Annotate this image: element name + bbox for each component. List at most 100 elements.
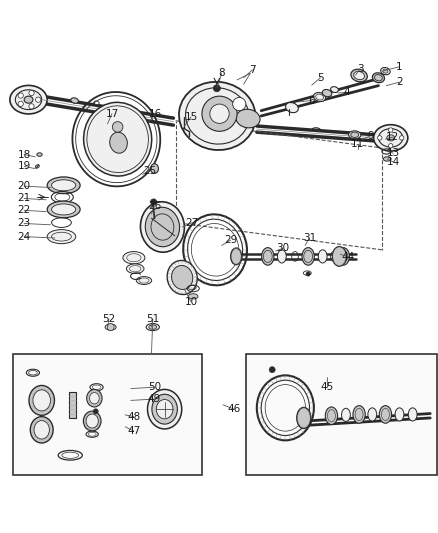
Ellipse shape (301, 248, 314, 265)
Text: 45: 45 (320, 382, 333, 392)
Ellipse shape (341, 408, 350, 422)
Text: 51: 51 (146, 314, 159, 324)
Ellipse shape (371, 73, 384, 83)
Text: 5: 5 (316, 72, 323, 83)
Ellipse shape (261, 248, 273, 265)
Ellipse shape (33, 390, 50, 411)
Text: 22: 22 (18, 205, 31, 215)
Circle shape (35, 97, 41, 102)
Ellipse shape (156, 400, 173, 419)
Ellipse shape (150, 164, 158, 173)
Text: 44: 44 (341, 252, 354, 262)
Ellipse shape (378, 406, 391, 423)
Text: 25: 25 (143, 166, 156, 176)
Ellipse shape (277, 250, 286, 263)
Circle shape (232, 98, 245, 111)
Ellipse shape (126, 264, 144, 273)
Circle shape (377, 136, 381, 140)
Ellipse shape (336, 248, 349, 265)
Ellipse shape (83, 411, 101, 431)
Ellipse shape (136, 277, 152, 285)
Ellipse shape (378, 128, 402, 147)
Text: 19: 19 (18, 161, 31, 172)
Ellipse shape (313, 93, 325, 102)
Circle shape (213, 85, 220, 92)
Ellipse shape (318, 250, 326, 263)
Bar (69, 392, 76, 418)
Circle shape (268, 367, 275, 373)
Circle shape (388, 128, 392, 132)
Text: 8: 8 (218, 68, 225, 78)
Ellipse shape (325, 407, 337, 425)
Text: 11: 11 (350, 140, 364, 149)
Ellipse shape (332, 247, 346, 266)
Text: 29: 29 (223, 235, 237, 245)
Ellipse shape (15, 90, 42, 110)
Ellipse shape (86, 414, 98, 428)
Text: 48: 48 (127, 411, 140, 422)
Ellipse shape (350, 69, 367, 82)
Ellipse shape (94, 101, 99, 104)
Ellipse shape (367, 408, 376, 421)
Ellipse shape (110, 132, 127, 153)
Ellipse shape (10, 85, 47, 114)
Text: 50: 50 (148, 382, 161, 392)
Ellipse shape (148, 325, 156, 329)
Circle shape (107, 324, 114, 330)
Text: 1: 1 (395, 62, 402, 72)
Circle shape (112, 122, 123, 132)
Ellipse shape (296, 407, 310, 429)
Ellipse shape (87, 106, 148, 173)
Text: 9: 9 (367, 131, 374, 141)
Ellipse shape (87, 390, 102, 407)
Ellipse shape (37, 153, 42, 156)
Ellipse shape (386, 135, 394, 141)
Ellipse shape (30, 417, 53, 443)
Text: 24: 24 (18, 232, 31, 241)
Circle shape (93, 409, 98, 414)
Ellipse shape (382, 157, 390, 161)
Text: 17: 17 (105, 109, 118, 119)
Ellipse shape (321, 90, 331, 96)
Text: 16: 16 (149, 109, 162, 119)
Bar (245, 354, 436, 475)
Ellipse shape (236, 109, 259, 128)
Ellipse shape (147, 390, 181, 429)
Ellipse shape (348, 131, 360, 139)
Text: 15: 15 (184, 112, 197, 122)
Text: 6: 6 (307, 95, 314, 106)
Ellipse shape (145, 207, 179, 247)
Circle shape (150, 199, 156, 205)
Text: 12: 12 (385, 132, 399, 142)
Text: 2: 2 (395, 77, 402, 87)
Circle shape (209, 104, 229, 123)
Ellipse shape (179, 82, 255, 150)
Ellipse shape (373, 125, 407, 151)
Text: 46: 46 (227, 404, 240, 414)
Ellipse shape (83, 102, 152, 176)
Text: 14: 14 (386, 157, 399, 167)
Ellipse shape (47, 201, 80, 218)
Ellipse shape (35, 165, 39, 168)
Ellipse shape (167, 261, 197, 295)
Text: 3: 3 (356, 64, 363, 74)
Ellipse shape (382, 69, 387, 73)
Ellipse shape (185, 88, 248, 144)
Ellipse shape (52, 180, 76, 191)
Ellipse shape (47, 230, 76, 244)
Text: 21: 21 (18, 193, 31, 204)
Text: 18: 18 (18, 150, 31, 159)
Ellipse shape (52, 204, 76, 215)
Ellipse shape (188, 294, 198, 299)
Ellipse shape (140, 202, 184, 252)
Ellipse shape (330, 87, 338, 93)
Text: 47: 47 (127, 426, 140, 436)
Ellipse shape (407, 408, 416, 421)
Text: 52: 52 (102, 314, 115, 324)
Ellipse shape (71, 98, 78, 103)
Text: 27: 27 (185, 217, 198, 228)
Ellipse shape (350, 132, 358, 138)
Ellipse shape (353, 71, 364, 79)
Circle shape (201, 96, 237, 131)
Bar (13, 354, 201, 475)
